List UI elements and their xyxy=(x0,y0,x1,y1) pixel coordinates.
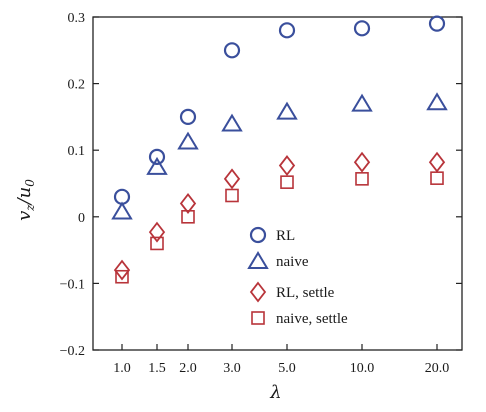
y-tick-label: 0.2 xyxy=(68,78,86,93)
series-naive xyxy=(111,92,448,220)
x-tick-label: 1.5 xyxy=(148,361,166,376)
data-point-triangle xyxy=(351,93,373,112)
x-tick-label: 5.0 xyxy=(278,361,296,376)
svg-text:vz/u0: vz/u0 xyxy=(14,179,37,221)
x-tick-label: 1.0 xyxy=(113,361,131,376)
data-point-diamond xyxy=(428,151,446,173)
data-point-circle xyxy=(148,148,166,165)
legend-marker-circle xyxy=(249,226,267,244)
y-axis-title-main: v xyxy=(14,211,35,221)
data-point-diamond xyxy=(353,151,371,173)
data-point-square xyxy=(115,269,129,284)
data-point-diamond xyxy=(223,168,241,190)
legend-label: naive xyxy=(276,254,309,270)
y-tick-label: 0 xyxy=(78,211,85,226)
y-tick-label: 0.3 xyxy=(68,11,86,26)
series-rl-settle xyxy=(113,151,446,281)
x-tick-label: 2.0 xyxy=(179,361,197,376)
x-axis: 1.0 1.5 2.0 3.0 5.0 10.0 20.0 xyxy=(113,344,449,376)
data-point-square xyxy=(181,210,195,224)
data-point-square xyxy=(150,236,164,251)
data-point-triangle xyxy=(426,92,448,111)
data-point-circle xyxy=(179,108,197,126)
data-markers xyxy=(111,15,448,284)
y-axis-title-sub1: z xyxy=(23,204,37,212)
y-tick-label: 0.1 xyxy=(68,144,86,159)
data-point-diamond xyxy=(113,259,131,281)
data-point-square xyxy=(225,188,239,203)
legend-label: RL, settle xyxy=(276,285,335,301)
data-point-diamond xyxy=(179,193,197,214)
y-tick-label: −0.2 xyxy=(60,344,85,359)
data-point-diamond xyxy=(148,221,166,243)
x-tick-label: 10.0 xyxy=(350,361,375,376)
legend-marker-square xyxy=(251,311,265,325)
y-axis-title-den: u xyxy=(14,187,35,199)
data-point-square xyxy=(430,171,444,185)
data-point-triangle xyxy=(177,131,199,150)
y-axis-title: vz/u0 xyxy=(14,179,37,221)
data-point-triangle xyxy=(221,113,243,132)
legend-label: naive, settle xyxy=(276,311,348,327)
y-axis-title-sub2: 0 xyxy=(23,179,37,187)
y-axis-title-sep: / xyxy=(14,196,35,206)
plot-frame xyxy=(92,16,463,351)
series-naive-settle xyxy=(115,171,444,284)
x-tick-label: 3.0 xyxy=(223,361,241,376)
legend-marker-diamond xyxy=(249,281,267,303)
legend-label: RL xyxy=(276,228,295,244)
series-rl xyxy=(113,15,446,205)
legend: RL naive RL, settle naive, settle xyxy=(247,226,348,327)
legend-marker-triangle xyxy=(247,251,269,269)
data-point-circle xyxy=(428,15,446,32)
y-axis: −0.2 −0.1 0 0.1 0.2 0.3 xyxy=(60,11,462,359)
y-tick-label: −0.1 xyxy=(60,277,85,292)
x-tick-label: 20.0 xyxy=(425,361,450,376)
data-point-circle xyxy=(353,20,371,37)
x-axis-title: λ xyxy=(269,382,281,403)
data-point-triangle xyxy=(276,101,298,120)
data-point-circle xyxy=(278,22,296,39)
plot-area-border xyxy=(92,16,463,351)
data-point-diamond xyxy=(278,155,296,176)
data-point-triangle xyxy=(111,201,133,220)
data-point-triangle xyxy=(146,156,168,175)
data-point-square xyxy=(355,172,369,186)
data-point-square xyxy=(280,175,294,189)
data-point-circle xyxy=(223,42,241,59)
